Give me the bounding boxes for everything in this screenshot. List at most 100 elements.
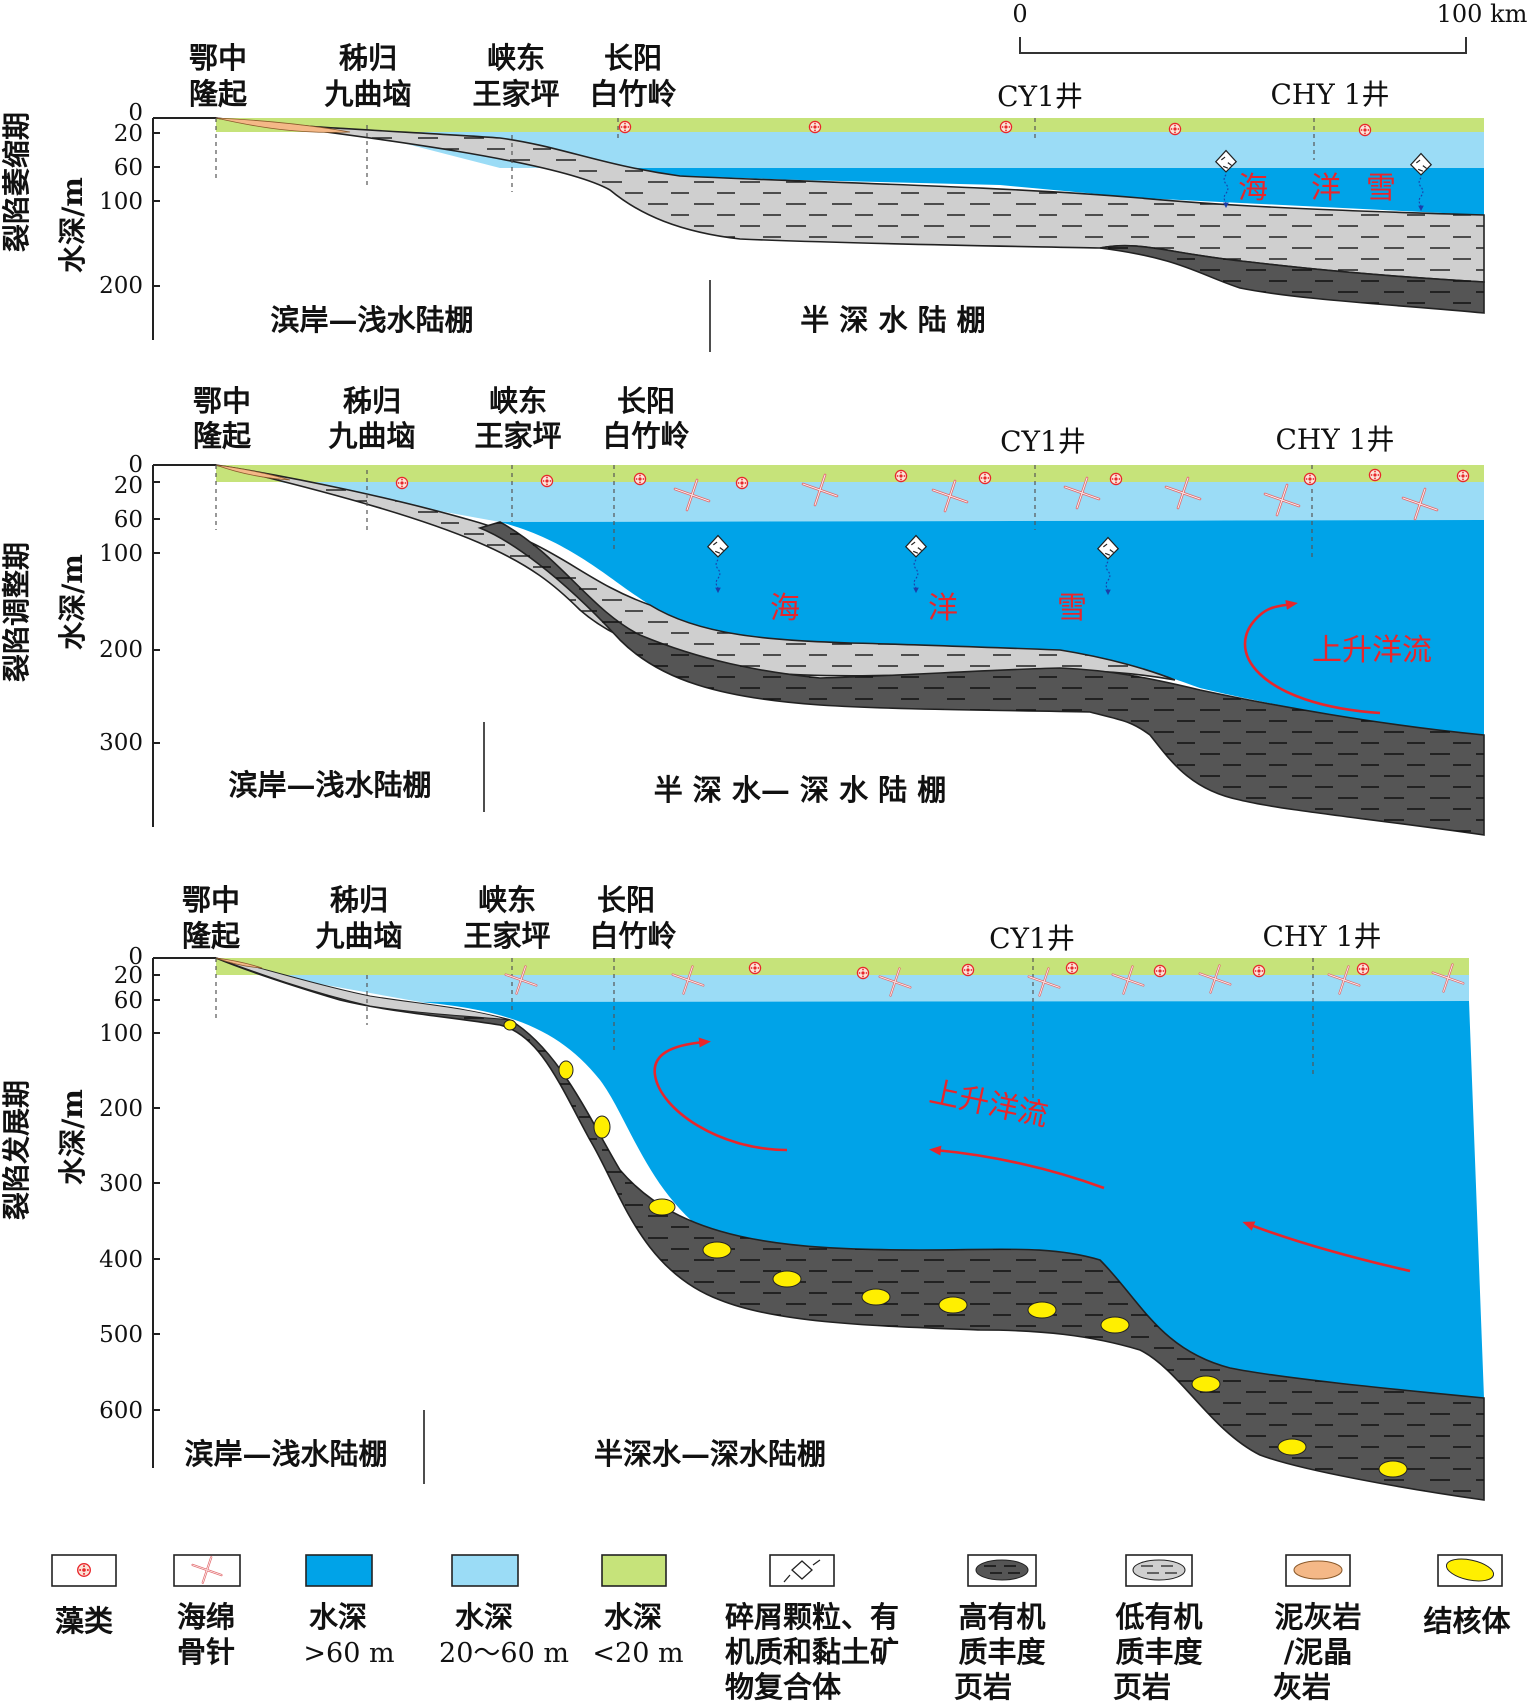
svg-text:机质和黏土矿: 机质和黏土矿 <box>725 1635 899 1669</box>
svg-text:/泥晶: /泥晶 <box>1284 1635 1353 1669</box>
marine-snow-char-2: 洋 <box>1311 171 1341 206</box>
svg-text:结核体: 结核体 <box>1423 1604 1511 1638</box>
depth-axis-label: 水深/m <box>56 177 89 273</box>
svg-text:质丰度: 质丰度 <box>1115 1635 1202 1669</box>
depth-ticks <box>153 464 160 744</box>
svg-text:隆起: 隆起 <box>193 419 252 453</box>
depth-axis-label: 水深/m <box>56 554 89 650</box>
svg-text:水深: 水深 <box>309 1600 367 1634</box>
svg-text:水深: 水深 <box>604 1600 662 1634</box>
svg-text:碎屑颗粒、有: 碎屑颗粒、有 <box>725 1600 899 1634</box>
upwelling-label: 上升洋流 <box>1312 633 1432 668</box>
algae-icon <box>51 1554 117 1587</box>
legend-item-high-toc-shale: 高有机 质丰度 页岩 <box>954 1554 1046 1703</box>
svg-text:秭归: 秭归 <box>330 883 388 917</box>
tick-300: 300 <box>99 1171 143 1197</box>
svg-text:CY1井: CY1井 <box>989 922 1075 955</box>
svg-text:长阳: 长阳 <box>597 883 655 917</box>
tick-300: 300 <box>99 730 143 756</box>
zone-left-label: 滨岸—浅水陆棚 <box>228 768 431 802</box>
tick-20: 20 <box>114 121 143 147</box>
panel-rift-shrinking: 海 洋 雪 0 20 60 100 200 裂陷萎缩期 水深/m 滨岸—浅水陆棚… <box>0 41 1485 352</box>
svg-text:骨针: 骨针 <box>177 1635 235 1669</box>
marl-lens <box>215 464 291 481</box>
svg-text:白竹岭: 白竹岭 <box>589 919 676 953</box>
svg-text:王家坪: 王家坪 <box>474 419 561 453</box>
scale-bar: 0 100 km <box>1012 0 1528 54</box>
svg-text:水深: 水深 <box>455 1600 513 1634</box>
svg-text:峡东: 峡东 <box>478 883 536 917</box>
svg-text:泥灰岩: 泥灰岩 <box>1274 1600 1361 1634</box>
stage-label: 裂陷萎缩期 <box>0 112 33 252</box>
svg-text:九曲垴: 九曲垴 <box>324 77 411 111</box>
tick-0: 0 <box>128 452 143 478</box>
svg-text:低有机: 低有机 <box>1114 1600 1202 1634</box>
upwelling-arrows <box>653 1037 1411 1273</box>
svg-text:秭归: 秭归 <box>343 384 401 418</box>
zone-left-label: 滨岸—浅水陆棚 <box>270 303 473 337</box>
marl-lens <box>215 957 263 969</box>
tick-100: 100 <box>99 1021 143 1047</box>
legend-item-sponge-spicule: 海绵 骨针 <box>173 1554 241 1669</box>
zone-right-label: 半 深 水— 深 水 陆 棚 <box>654 773 947 807</box>
legend: 藻类 海绵 骨针 水深 >60 m 水深 20～60 m 水深 <20 m 碎屑… <box>51 1554 1511 1703</box>
tick-0: 0 <box>128 100 143 126</box>
svg-text:物复合体: 物复合体 <box>725 1670 842 1703</box>
svg-text:>60 m: >60 m <box>303 1638 394 1669</box>
tick-500: 500 <box>99 1322 143 1348</box>
tick-60: 60 <box>114 155 143 181</box>
svg-text:鄂中: 鄂中 <box>182 883 240 917</box>
svg-text:CY1井: CY1井 <box>1000 425 1086 458</box>
tick-200: 200 <box>99 1096 143 1122</box>
marine-snow-char-2: 洋 <box>928 591 958 626</box>
svg-text:白竹岭: 白竹岭 <box>602 419 689 453</box>
marine-snow-char-3: 雪 <box>1057 591 1087 626</box>
mid-water-layer <box>270 975 1469 1002</box>
svg-text:页岩: 页岩 <box>1113 1670 1171 1703</box>
scale-bar-start: 0 <box>1012 0 1027 28</box>
marine-snow-char-3: 雪 <box>1366 171 1396 206</box>
svg-text:CY1井: CY1井 <box>997 80 1083 113</box>
deep-water-layer <box>500 520 1484 735</box>
shallow-water-layer <box>216 465 1484 482</box>
tick-100: 100 <box>99 189 143 215</box>
svg-text:峡东: 峡东 <box>489 384 547 418</box>
svg-text:藻类: 藻类 <box>55 1604 113 1638</box>
marine-snow-char-1: 海 <box>1238 171 1268 206</box>
svg-text:王家坪: 王家坪 <box>472 77 559 111</box>
legend-item-algae: 藻类 <box>51 1554 117 1638</box>
svg-text:CHY 1井: CHY 1井 <box>1275 423 1394 456</box>
zone-left-label: 滨岸—浅水陆棚 <box>184 1437 387 1471</box>
stage-label: 裂陷调整期 <box>0 542 33 682</box>
stage-label: 裂陷发展期 <box>0 1080 33 1220</box>
deep-water-layer <box>420 1001 1484 1398</box>
legend-item-deep-water: 水深 >60 m <box>303 1554 395 1669</box>
svg-text:质丰度: 质丰度 <box>958 1635 1045 1669</box>
tick-200: 200 <box>99 273 143 299</box>
tick-400: 400 <box>99 1247 143 1273</box>
svg-text:九曲垴: 九曲垴 <box>328 419 415 453</box>
svg-text:灰岩: 灰岩 <box>1273 1670 1331 1703</box>
svg-text:九曲垴: 九曲垴 <box>315 919 402 953</box>
svg-text:隆起: 隆起 <box>182 919 241 953</box>
svg-text:峡东: 峡东 <box>487 41 545 75</box>
zone-right-label: 半 深 水 陆 棚 <box>800 303 985 337</box>
location-labels: 鄂中 隆起 秭归 九曲垴 峡东 王家坪 长阳 白竹岭 CY1井 CHY 1井 <box>189 41 1390 113</box>
svg-text:海绵: 海绵 <box>177 1600 235 1634</box>
marine-snow-char-1: 海 <box>770 591 800 626</box>
svg-text:长阳: 长阳 <box>604 41 662 75</box>
svg-text:CHY 1井: CHY 1井 <box>1262 920 1381 953</box>
mid-water-layer <box>360 132 1484 168</box>
mid-water-swatch <box>451 1554 519 1587</box>
nodules <box>503 1019 1408 1478</box>
deep-water-swatch <box>305 1554 373 1587</box>
upwelling-arrow <box>1243 600 1381 715</box>
tick-60: 60 <box>114 988 143 1014</box>
tick-60: 60 <box>114 507 143 533</box>
svg-text:鄂中: 鄂中 <box>189 41 247 75</box>
deep-water-layer <box>590 168 1484 215</box>
tick-20: 20 <box>114 473 143 499</box>
depth-axis-label: 水深/m <box>56 1089 89 1185</box>
svg-text:页岩: 页岩 <box>954 1670 1012 1703</box>
